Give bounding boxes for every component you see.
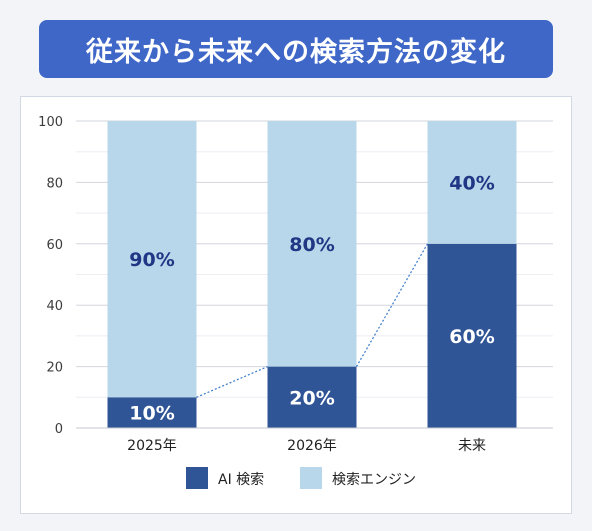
y-tick-label: 40 xyxy=(46,299,63,314)
x-tick-label: 未来 xyxy=(458,438,486,454)
bar-segment xyxy=(427,121,517,244)
data-label: 60% xyxy=(449,326,494,348)
legend-swatch xyxy=(186,467,208,489)
y-tick-label: 80 xyxy=(46,176,63,191)
bar-segment xyxy=(267,366,357,428)
connector-line xyxy=(196,366,268,398)
data-label: 90% xyxy=(129,249,174,271)
data-label: 10% xyxy=(129,403,174,425)
y-tick-label: 60 xyxy=(46,238,63,253)
y-tick-label: 0 xyxy=(55,422,63,437)
title-banner: 従来から未来への検索方法の変化 xyxy=(39,20,553,78)
data-label: 80% xyxy=(289,234,334,256)
x-tick-label: 2026年 xyxy=(287,438,337,454)
legend-label: 検索エンジン xyxy=(332,471,416,488)
data-label: 40% xyxy=(449,172,494,194)
data-label: 20% xyxy=(289,387,334,409)
x-tick-label: 2025年 xyxy=(127,438,177,454)
bar-segment xyxy=(267,121,357,367)
bar-segment xyxy=(107,397,197,428)
legend-swatch xyxy=(300,467,322,489)
chart-title: 従来から未来への検索方法の変化 xyxy=(86,36,506,68)
y-tick-label: 100 xyxy=(38,115,63,130)
legend-label: AI 検索 xyxy=(218,471,264,488)
bar-segment xyxy=(107,121,197,398)
bar-segment xyxy=(427,243,517,428)
y-tick-label: 20 xyxy=(46,361,63,376)
